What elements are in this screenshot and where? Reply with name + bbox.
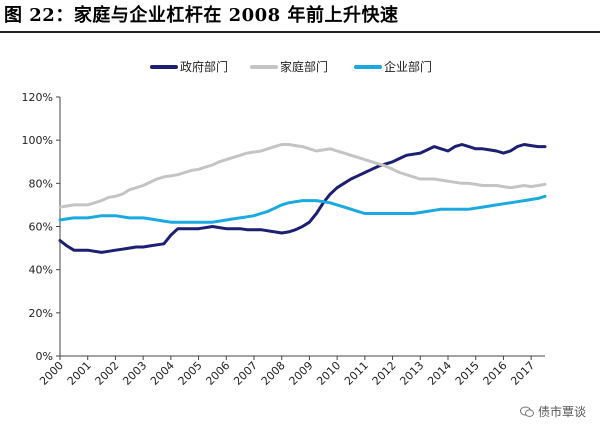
series-line	[58, 143, 547, 209]
x-tick-label: 2017	[508, 359, 537, 388]
y-tick-label: 0%	[36, 350, 53, 363]
x-tick-label: 2011	[342, 359, 371, 388]
figure-title: 图 22：家庭与企业杠杆在 2008 年前上升快速	[4, 5, 399, 26]
y-tick-label: 80%	[29, 177, 53, 190]
line-chart: 政府部门 家庭部门 企业部门 0% 20% 40% 60% 80% 100% 120% 2000…	[22, 59, 547, 388]
x-tick-label: 2012	[370, 359, 399, 388]
legend-label: 企业部门	[384, 59, 432, 74]
x-tick-label: 2007	[231, 359, 260, 388]
chat-bubble-icon	[519, 406, 534, 417]
title-rule	[0, 31, 600, 33]
x-tick-label: 2013	[397, 359, 426, 388]
x-tick-label: 2002	[93, 359, 122, 388]
series-line	[58, 194, 547, 224]
x-tick-label: 2000	[37, 359, 66, 388]
x-tick-label: 2005	[176, 359, 205, 388]
watermark-text: 债市覃谈	[537, 405, 586, 419]
y-tick-label: 100%	[22, 134, 53, 147]
x-tick-label: 2016	[481, 359, 510, 388]
x-tick-label: 2003	[120, 359, 149, 388]
series-line	[58, 143, 547, 254]
x-tick-label: 2009	[287, 359, 316, 388]
y-tick-labels: 0% 20% 40% 60% 80% 100% 120%	[22, 91, 53, 363]
legend-label: 政府部门	[180, 59, 228, 74]
x-tick-label: 2004	[148, 359, 177, 388]
x-tick-label: 2006	[203, 359, 232, 388]
x-tick-label: 2010	[314, 359, 343, 388]
legend-label: 家庭部门	[280, 59, 328, 74]
x-tick-labels: 2000200120022003200420052006200720082009…	[37, 359, 537, 388]
x-tick-label: 2015	[453, 359, 482, 388]
watermark: 债市覃谈	[519, 403, 586, 420]
y-tick-label: 20%	[29, 307, 53, 320]
y-tick-label: 60%	[29, 221, 53, 234]
chart-axes	[56, 96, 545, 360]
x-tick-label: 2008	[259, 359, 288, 388]
x-tick-label: 2001	[65, 359, 94, 388]
y-tick-label: 120%	[22, 91, 53, 104]
chart-series	[58, 143, 547, 254]
legend: 政府部门 家庭部门 企业部门	[150, 59, 432, 74]
y-tick-label: 40%	[29, 264, 53, 277]
x-tick-label: 2014	[425, 359, 454, 388]
